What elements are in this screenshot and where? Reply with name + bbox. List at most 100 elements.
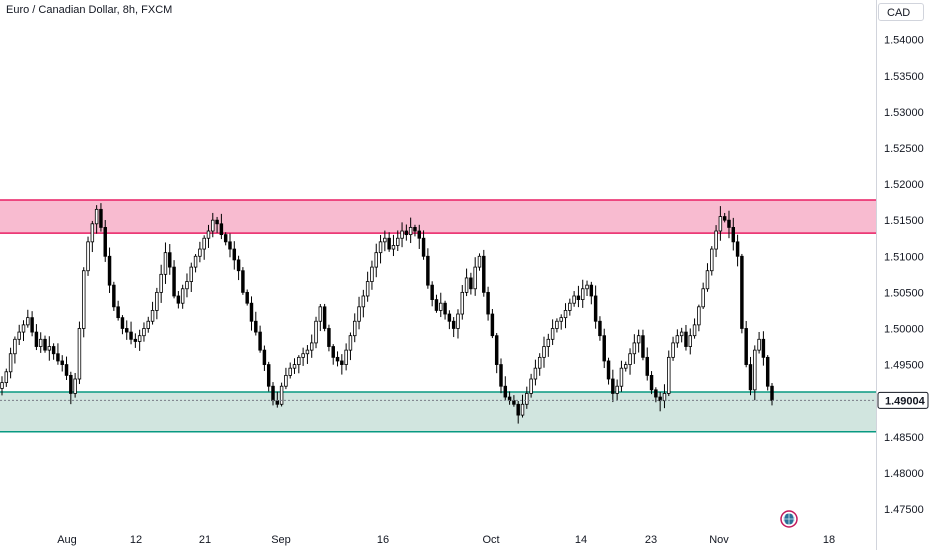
candle-up <box>370 266 374 282</box>
candle-down <box>421 237 426 257</box>
candle-down <box>133 338 138 342</box>
candle-up <box>710 248 714 272</box>
candle-down <box>447 313 452 322</box>
candle-down <box>430 284 434 300</box>
candle-up <box>189 266 194 282</box>
candle-up <box>714 230 718 250</box>
candle-up <box>675 335 680 344</box>
zones-layer <box>0 199 876 433</box>
candle-up <box>8 353 13 373</box>
candle-up <box>374 252 378 268</box>
candle-up <box>559 317 563 322</box>
candle-up <box>361 295 366 308</box>
candle-up <box>408 227 413 236</box>
price-axis[interactable]: 1.54000 1.53500 1.53000 1.52500 1.52000 1.515… <box>884 35 924 516</box>
candle-up <box>279 385 284 405</box>
candle-down <box>51 346 56 355</box>
candle-up <box>150 310 155 322</box>
candle-up <box>142 328 146 337</box>
candle-up <box>47 346 52 351</box>
candle-up <box>73 378 77 394</box>
candle-down <box>469 277 473 290</box>
time-tick-label: Nov <box>709 534 729 546</box>
candle-down <box>499 364 503 387</box>
candle-up <box>692 324 697 337</box>
time-axis[interactable]: Aug 12 21 Sep 16 Oct 14 23 Nov 18 <box>57 534 835 546</box>
candle-up <box>460 291 465 315</box>
candle-down <box>649 374 654 391</box>
time-tick-label: 23 <box>645 534 657 546</box>
candle-down <box>482 255 486 293</box>
time-tick-label: 14 <box>575 534 587 546</box>
candle-up <box>529 378 533 394</box>
candle-down <box>103 227 107 257</box>
candle-up <box>378 241 383 254</box>
candle-up <box>636 335 641 344</box>
candle-down <box>740 255 744 329</box>
candle-down <box>241 270 245 293</box>
candle-down <box>64 364 69 376</box>
candle-down <box>654 389 658 398</box>
candle-up <box>757 338 761 351</box>
candle-down <box>335 356 340 362</box>
candle-up <box>396 237 400 246</box>
candle-down <box>215 219 219 225</box>
candle-up <box>318 306 323 322</box>
currency-selector[interactable]: CAD <box>878 3 924 21</box>
globe-icon[interactable] <box>780 510 798 528</box>
candle-up <box>305 349 310 355</box>
candle-down <box>56 353 60 362</box>
price-tick-label: 1.49500 <box>884 360 924 372</box>
candle-down <box>271 385 275 402</box>
chart-title: Euro / Canadian Dollar, 8h, FXCM <box>6 4 173 16</box>
price-tick-label: 1.54000 <box>884 35 924 47</box>
candle-up <box>159 273 163 293</box>
candle-down <box>69 374 73 394</box>
candle-up <box>357 306 361 322</box>
candle-up <box>679 331 684 337</box>
candle-down <box>112 284 116 308</box>
candle-down <box>387 237 391 250</box>
candle-up <box>4 371 9 384</box>
price-tick-label: 1.51500 <box>884 215 924 227</box>
candle-up <box>550 328 555 340</box>
candle-up <box>391 245 396 250</box>
candle-down <box>262 349 267 365</box>
candle-up <box>193 255 198 268</box>
candle-down <box>417 230 421 239</box>
candle-down <box>223 234 228 243</box>
candle-up <box>477 255 482 268</box>
candle-down <box>765 356 770 387</box>
candle-up <box>632 342 637 355</box>
candle-up <box>619 367 624 387</box>
price-tick-label: 1.53500 <box>884 71 924 83</box>
candle-up <box>38 338 43 347</box>
candle-down <box>327 328 331 347</box>
candle-up <box>671 342 675 358</box>
candle-up <box>473 266 477 290</box>
candle-down <box>512 400 516 405</box>
candle-up <box>555 320 559 329</box>
candle-down <box>606 360 611 380</box>
candle-down <box>172 266 176 297</box>
candle-down <box>611 378 615 394</box>
candle-down <box>30 317 34 333</box>
candle-up <box>585 284 589 290</box>
price-tick-label: 1.53000 <box>884 107 924 119</box>
candle-down <box>770 385 774 401</box>
candle-down <box>120 317 125 329</box>
candle-up <box>297 356 301 365</box>
candle-up <box>688 335 693 347</box>
candle-up <box>17 331 21 340</box>
price-tick-label: 1.47500 <box>884 504 924 516</box>
candle-up <box>667 356 671 394</box>
candle-down <box>426 255 430 286</box>
candle-up <box>288 367 292 376</box>
candle-down <box>503 385 508 398</box>
price-tick-label: 1.51000 <box>884 251 924 263</box>
candle-up <box>301 353 305 358</box>
candle-up <box>568 302 572 311</box>
time-tick-label: Aug <box>57 534 77 546</box>
candle-up <box>572 295 576 304</box>
